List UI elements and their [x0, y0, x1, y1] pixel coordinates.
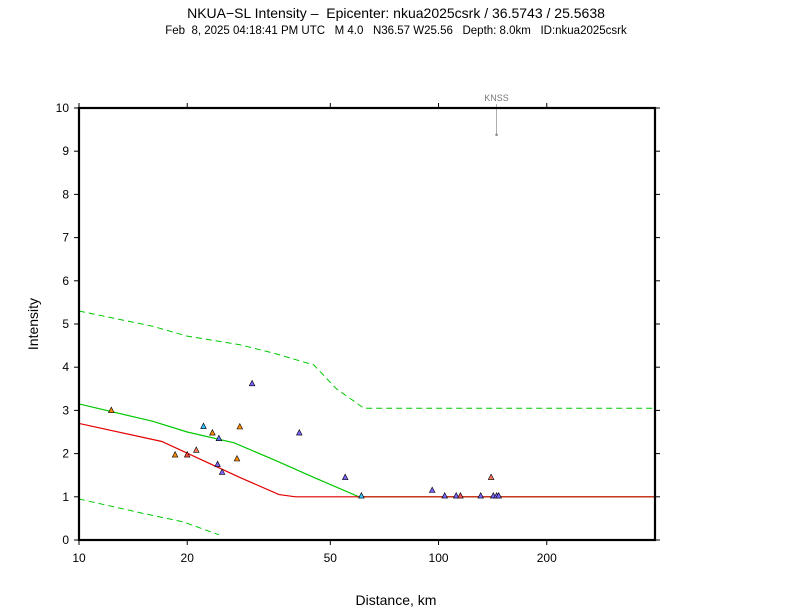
station-point [183, 451, 191, 458]
chart-subtitle: Feb 8, 2025 04:18:41 PM UTC M 4.0 N36.57… [165, 25, 627, 37]
station-mark-dot [495, 133, 498, 137]
model-curves [79, 310, 655, 536]
station-point [193, 446, 200, 453]
station-point [218, 468, 226, 475]
y-tick-label: 2 [62, 447, 69, 461]
station-point [248, 379, 256, 387]
curve-upper [79, 310, 655, 409]
y-tick-label: 1 [62, 490, 69, 504]
y-tick-label: 7 [62, 231, 69, 245]
plot-frame [77, 106, 657, 542]
y-axis-label: Intensity [25, 298, 41, 350]
y-tick-label: 5 [62, 317, 69, 331]
curve-prediction [79, 403, 655, 498]
x-tick-label: 100 [429, 551, 449, 565]
station-point [215, 434, 223, 442]
x-tick-label: 20 [181, 551, 195, 565]
station-point [495, 492, 502, 499]
curve-alt-prediction [79, 422, 655, 498]
y-tick-label: 10 [56, 101, 70, 115]
x-axis-label: Distance, km [356, 592, 437, 608]
station-point [209, 429, 216, 436]
station-point [171, 451, 179, 458]
y-tick-label: 4 [62, 360, 69, 374]
station-point [487, 473, 495, 480]
station-point [477, 492, 484, 499]
curve-lower [79, 498, 220, 536]
station-point [358, 492, 365, 499]
station-point [341, 473, 349, 480]
y-axis: 0 1 2 3 4 5 6 7 8 9 10 [56, 101, 660, 547]
y-tick-label: 3 [62, 403, 69, 417]
station-point [428, 486, 436, 493]
chart-title: NKUA−SL Intensity – Epicenter: nkua2025c… [187, 5, 605, 21]
station-point [457, 492, 464, 499]
y-tick-label: 6 [62, 274, 69, 288]
station-point [108, 406, 115, 413]
x-axis: 10 20 50 100 200 [72, 103, 557, 565]
station-marks: KNSS [484, 93, 509, 137]
x-tick-label: 10 [72, 551, 86, 565]
y-tick-label: 8 [62, 187, 69, 201]
station-point [214, 460, 221, 467]
x-tick-label: 50 [324, 551, 338, 565]
station-point [296, 429, 303, 436]
station-point [233, 454, 241, 462]
x-tick-label: 200 [537, 551, 557, 565]
station-point [452, 492, 460, 499]
station-point [236, 422, 244, 430]
station-point [441, 492, 448, 499]
y-tick-label: 9 [62, 144, 69, 158]
station-points [108, 379, 502, 499]
station-point [200, 422, 207, 429]
station-mark-label: KNSS [484, 93, 509, 103]
y-tick-label: 0 [62, 533, 69, 547]
